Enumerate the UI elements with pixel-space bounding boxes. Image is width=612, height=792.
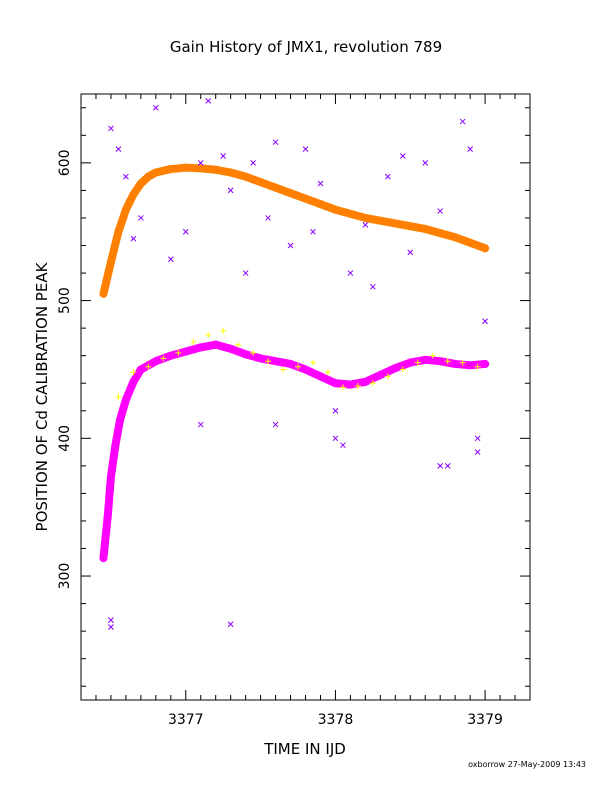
y-tick-label: 600: [57, 149, 73, 176]
y-tick-label: 400: [57, 425, 73, 452]
data-point: [220, 153, 227, 159]
plot-area: [99, 98, 490, 630]
data-point: [123, 173, 129, 180]
data-point: [384, 373, 391, 380]
data-point: [437, 208, 444, 214]
data-point: [332, 407, 339, 414]
data-point: [369, 283, 376, 290]
data-point: [459, 359, 466, 366]
data-point: [227, 187, 234, 194]
data-point: [108, 624, 114, 630]
data-point: [250, 160, 256, 166]
data-point: [467, 146, 473, 152]
data-point: [295, 363, 302, 370]
axis-ticks: 3377 3378 3379 300 400 500 600: [57, 94, 531, 728]
data-point: [287, 242, 294, 249]
data-point: [422, 160, 429, 166]
data-point: [362, 221, 369, 228]
data-point: [182, 228, 189, 235]
data-point: [108, 125, 114, 132]
data-point: [227, 621, 234, 628]
data-point: [340, 442, 346, 449]
data-point: [242, 270, 249, 276]
data-point: [167, 256, 174, 263]
x-tick-label: 3377: [168, 712, 204, 728]
data-point: [332, 435, 339, 442]
data-point: [444, 358, 451, 365]
data-point: [399, 366, 406, 373]
data-point: [482, 318, 488, 325]
data-point: [138, 215, 144, 221]
data-point: [459, 118, 466, 125]
plot-frame: [80, 93, 531, 701]
data-point: [130, 369, 137, 376]
y-tick-label: 500: [57, 287, 73, 314]
data-point: [272, 139, 279, 146]
data-point: [197, 160, 204, 166]
data-point: [220, 327, 227, 334]
data-point: [310, 228, 316, 235]
data-point: [437, 463, 444, 469]
data-point: [272, 421, 279, 428]
data-point: [265, 215, 271, 221]
data-point: [302, 146, 309, 152]
data-point: [474, 435, 481, 442]
data-point: [347, 270, 354, 276]
data-point: [280, 366, 287, 373]
data-point: [190, 338, 197, 345]
data-point: [474, 363, 481, 370]
series-line: [99, 163, 490, 298]
data-point: [235, 341, 242, 348]
data-point: [160, 355, 167, 362]
data-point: [429, 352, 436, 359]
data-point: [444, 463, 451, 469]
data-point: [354, 382, 361, 389]
data-point: [414, 359, 421, 366]
x-axis-label: TIME IN IJD: [263, 740, 346, 758]
data-point: [152, 104, 159, 111]
series-0: [99, 163, 490, 298]
x-tick-label: 3378: [318, 712, 354, 728]
data-point: [205, 332, 212, 339]
credit-footer: oxborrow 27-May-2009 13:43: [468, 760, 586, 769]
data-point: [265, 358, 272, 365]
chart-title: Gain History of JMX1, revolution 789: [170, 38, 442, 56]
x-tick-label: 3379: [467, 712, 503, 728]
data-point: [317, 180, 324, 187]
series-2: [115, 327, 481, 400]
data-point: [250, 349, 257, 356]
data-point: [197, 421, 204, 428]
data-point: [130, 235, 137, 242]
data-point: [474, 449, 481, 455]
data-point: [339, 384, 346, 391]
data-point: [384, 173, 391, 180]
data-point: [407, 249, 414, 256]
data-point: [205, 98, 212, 104]
y-tick-label: 300: [57, 563, 73, 590]
data-point: [175, 349, 182, 356]
data-point: [324, 369, 331, 376]
series-line: [99, 340, 490, 563]
data-point: [115, 146, 122, 152]
data-point: [309, 359, 316, 366]
data-point: [108, 617, 114, 623]
series-1: [99, 340, 490, 563]
y-axis-label: POSITION OF Cd CALIBRATION PEAK: [33, 261, 51, 531]
data-point: [399, 153, 406, 159]
data-point: [369, 380, 376, 387]
series-3: [108, 98, 488, 630]
data-point: [115, 394, 122, 400]
data-point: [145, 363, 152, 370]
